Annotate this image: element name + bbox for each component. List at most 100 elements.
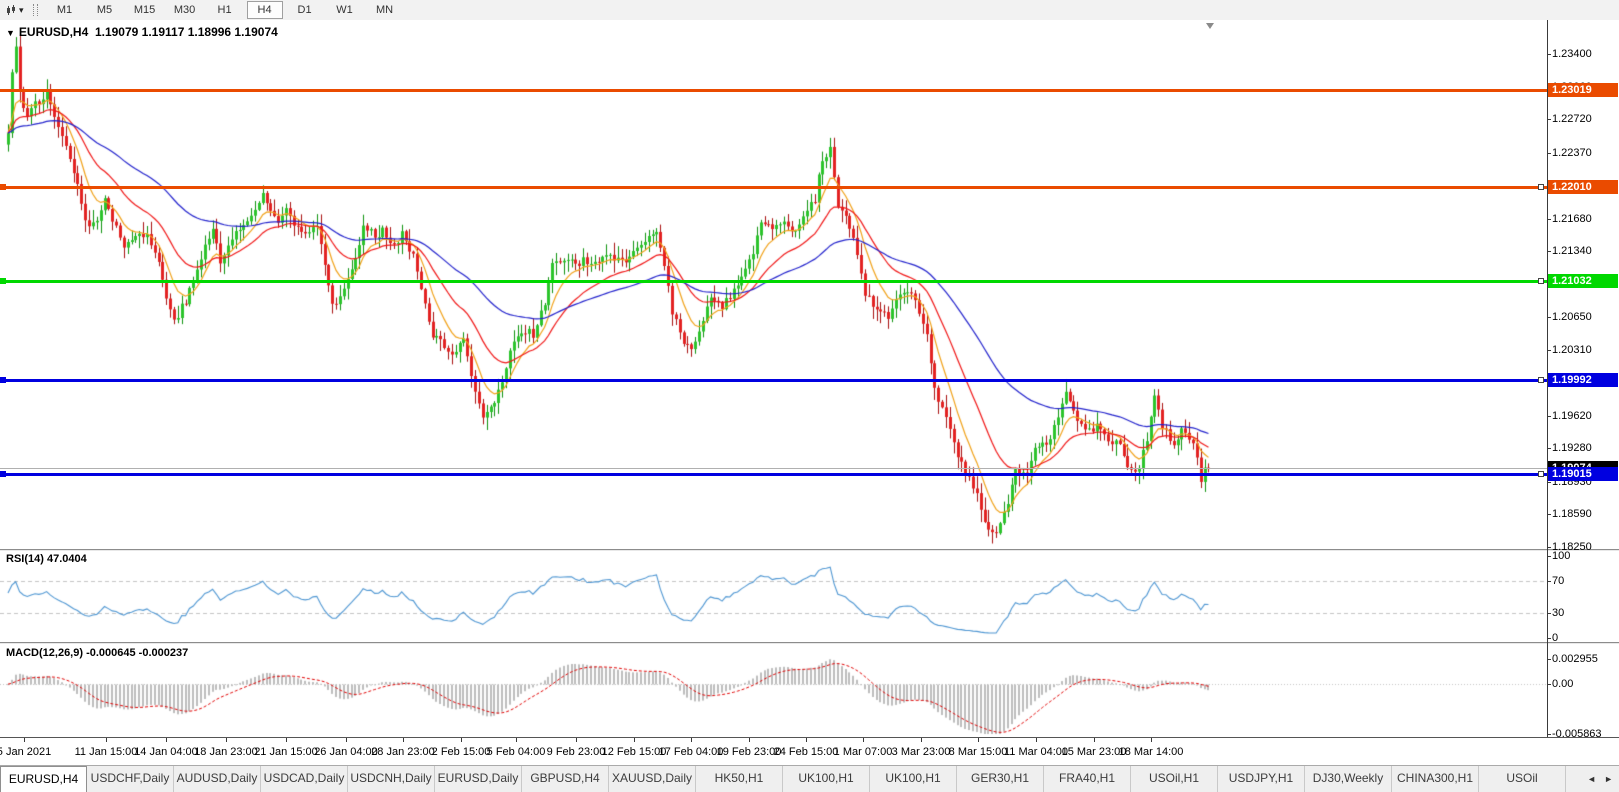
line-handle-right[interactable] (1538, 377, 1544, 383)
timeframe-button-h1[interactable]: H1 (217, 4, 232, 16)
rsi-axis-label: 30 (1552, 607, 1565, 619)
time-axis-label: 11 Mar 04:00 (1003, 746, 1069, 758)
price-axis-border (1547, 20, 1548, 737)
chart-tab-fra40-h1[interactable]: FRA40,H1 (1044, 766, 1131, 792)
chart-tab-eurusd-daily[interactable]: EURUSD,Daily (435, 766, 522, 792)
timeframe-button-w1[interactable]: W1 (336, 4, 353, 16)
time-axis-label: 19 Feb 23:00 (716, 746, 782, 758)
timeframe-button-m1[interactable]: M1 (56, 4, 73, 16)
chart-tab-hk50-h1[interactable]: HK50,H1 (696, 766, 783, 792)
chart-tab-bar: EURUSD,H4 USDCHF,Daily AUDUSD,Daily USDCAD,… (0, 765, 1619, 792)
chart-tab-dj30-weekly[interactable]: DJ30,Weekly (1305, 766, 1392, 792)
timeframe-buttons: M1 M5 M15 M30 H1 H4 D1 W1 MN (45, 1, 405, 19)
price-badge-1.19992: 1.19992 (1548, 373, 1618, 387)
timeframe-button-m15[interactable]: M15 (133, 4, 156, 16)
time-axis-label: 18 Jan 23:00 (194, 746, 258, 758)
toolbar-grip[interactable] (32, 4, 38, 16)
macd-axis-label: 0.00 (1552, 678, 1574, 690)
line-handle-right[interactable] (1538, 471, 1544, 477)
axis-tick-mark (1547, 514, 1551, 515)
price-axis-label: 1.20310 (1552, 344, 1592, 356)
macd-indicator-label: MACD(12,26,9) -0.000645 -0.000237 (6, 647, 189, 659)
axis-tick-mark (1547, 119, 1551, 120)
timeframe-button-m5[interactable]: M5 (96, 4, 113, 16)
pane-separator-macd[interactable] (0, 642, 1619, 644)
axis-tick-mark (1547, 153, 1551, 154)
axis-tick-mark (1547, 556, 1551, 557)
time-tick-mark (749, 738, 750, 742)
line-handle-left[interactable] (0, 377, 6, 383)
price-axis-label: 1.21680 (1552, 213, 1592, 225)
time-axis-label: 5 Feb 04:00 (486, 746, 546, 758)
horizontal-line-1.21032[interactable] (0, 280, 1547, 283)
horizontal-line-1.19992[interactable] (0, 379, 1547, 382)
horizontal-line-1.23019[interactable] (0, 89, 1547, 92)
time-axis-label: 26 Jan 04:00 (314, 746, 378, 758)
time-axis-label: 21 Jan 15:00 (254, 746, 318, 758)
time-axis-label: 12 Feb 15:00 (601, 746, 667, 758)
chart-tab-usdjpy-h1[interactable]: USDJPY,H1 (1218, 766, 1305, 792)
time-axis-label: 28 Jan 23:00 (371, 746, 435, 758)
rsi-axis-label: 100 (1552, 550, 1571, 562)
price-axis-label: 1.21340 (1552, 245, 1592, 257)
time-axis-label: 8 Mar 15:00 (948, 746, 1008, 758)
chart-tab-gbpusd-h4[interactable]: GBPUSD,H4 (522, 766, 609, 792)
chart-tab-audusd-daily[interactable]: AUDUSD,Daily (174, 766, 261, 792)
axis-tick-mark (1547, 350, 1551, 351)
chevron-down-icon: ▾ (19, 4, 24, 15)
chart-tab-ger30-h1[interactable]: GER30,H1 (957, 766, 1044, 792)
time-tick-mark (863, 738, 864, 742)
tab-scroll-right-icon[interactable]: ► (1604, 774, 1613, 784)
horizontal-line-1.19015[interactable] (0, 473, 1547, 476)
timeframe-button-m30[interactable]: M30 (173, 4, 196, 16)
axis-tick-mark (1547, 684, 1551, 685)
chart-tab-usoil[interactable]: USOil (1479, 766, 1566, 792)
chart-type-dropdown-button[interactable]: ▾ (2, 1, 28, 19)
line-handle-left[interactable] (0, 278, 6, 284)
horizontal-line-1.2201[interactable] (0, 186, 1547, 189)
timeframe-button-h4[interactable]: H4 (246, 1, 283, 19)
chart-tab-usdchf-daily[interactable]: USDCHF,Daily (87, 766, 174, 792)
price-axis-label: 1.18250 (1552, 541, 1592, 553)
price-axis-label: 1.20650 (1552, 311, 1592, 323)
time-tick-mark (634, 738, 635, 742)
line-handle-left[interactable] (0, 184, 6, 190)
time-axis-label: 1 Mar 07:00 (833, 746, 893, 758)
price-axis-label: 1.18590 (1552, 508, 1592, 520)
axis-tick-mark (1547, 734, 1551, 735)
chart-tab-usdcnh-daily[interactable]: USDCNH,Daily (348, 766, 435, 792)
candlestick-chart-icon (7, 4, 15, 15)
pane-separator-rsi[interactable] (0, 549, 1619, 551)
chart-tab-usoil-h1[interactable]: USOil,H1 (1131, 766, 1218, 792)
chart-tab-uk100-h1[interactable]: UK100,H1 (870, 766, 957, 792)
time-tick-mark (806, 738, 807, 742)
line-handle-right[interactable] (1538, 184, 1544, 190)
axis-tick-mark (1547, 251, 1551, 252)
price-axis-label: 1.19280 (1552, 442, 1592, 454)
time-axis-label: 18 Mar 14:00 (1118, 746, 1184, 758)
timeframe-button-mn[interactable]: MN (375, 4, 394, 16)
axis-tick-mark (1547, 448, 1551, 449)
chart-tab-uk100-h1[interactable]: UK100,H1 (783, 766, 870, 792)
tab-scroll-left-icon[interactable]: ◄ (1587, 774, 1597, 784)
rsi-axis-label: 70 (1552, 575, 1565, 587)
price-axis-label: 1.23400 (1552, 48, 1592, 60)
chart-plot-area[interactable] (0, 20, 1547, 737)
macd-axis-label: -0.005863 (1552, 728, 1602, 740)
chart-tabs: EURUSD,H4 USDCHF,Daily AUDUSD,Daily USDCAD,… (0, 766, 1566, 792)
chart-tab-eurusd-h4[interactable]: EURUSD,H4 (0, 766, 87, 792)
line-handle-left[interactable] (0, 471, 6, 477)
time-tick-mark (346, 738, 347, 742)
chart-tab-usdcad-daily[interactable]: USDCAD,Daily (261, 766, 348, 792)
line-handle-right[interactable] (1538, 278, 1544, 284)
rsi-axis-label: 0 (1552, 632, 1559, 644)
time-axis-label: 5 Jan 2021 (0, 746, 52, 758)
time-axis[interactable]: 5 Jan 2021 11 Jan 15:00 14 Jan 04:00 18 Jan… (0, 738, 1619, 765)
time-tick-mark (516, 738, 517, 742)
chart-tab-china300-h1[interactable]: CHINA300,H1 (1392, 766, 1479, 792)
chart-tab-xauusd-daily[interactable]: XAUUSD,Daily (609, 766, 696, 792)
chart-shift-marker[interactable] (1206, 23, 1214, 29)
time-axis-label: 3 Mar 23:00 (891, 746, 951, 758)
timeframe-button-d1[interactable]: D1 (297, 4, 312, 16)
collapse-arrow-icon[interactable]: ▼ (6, 28, 15, 38)
